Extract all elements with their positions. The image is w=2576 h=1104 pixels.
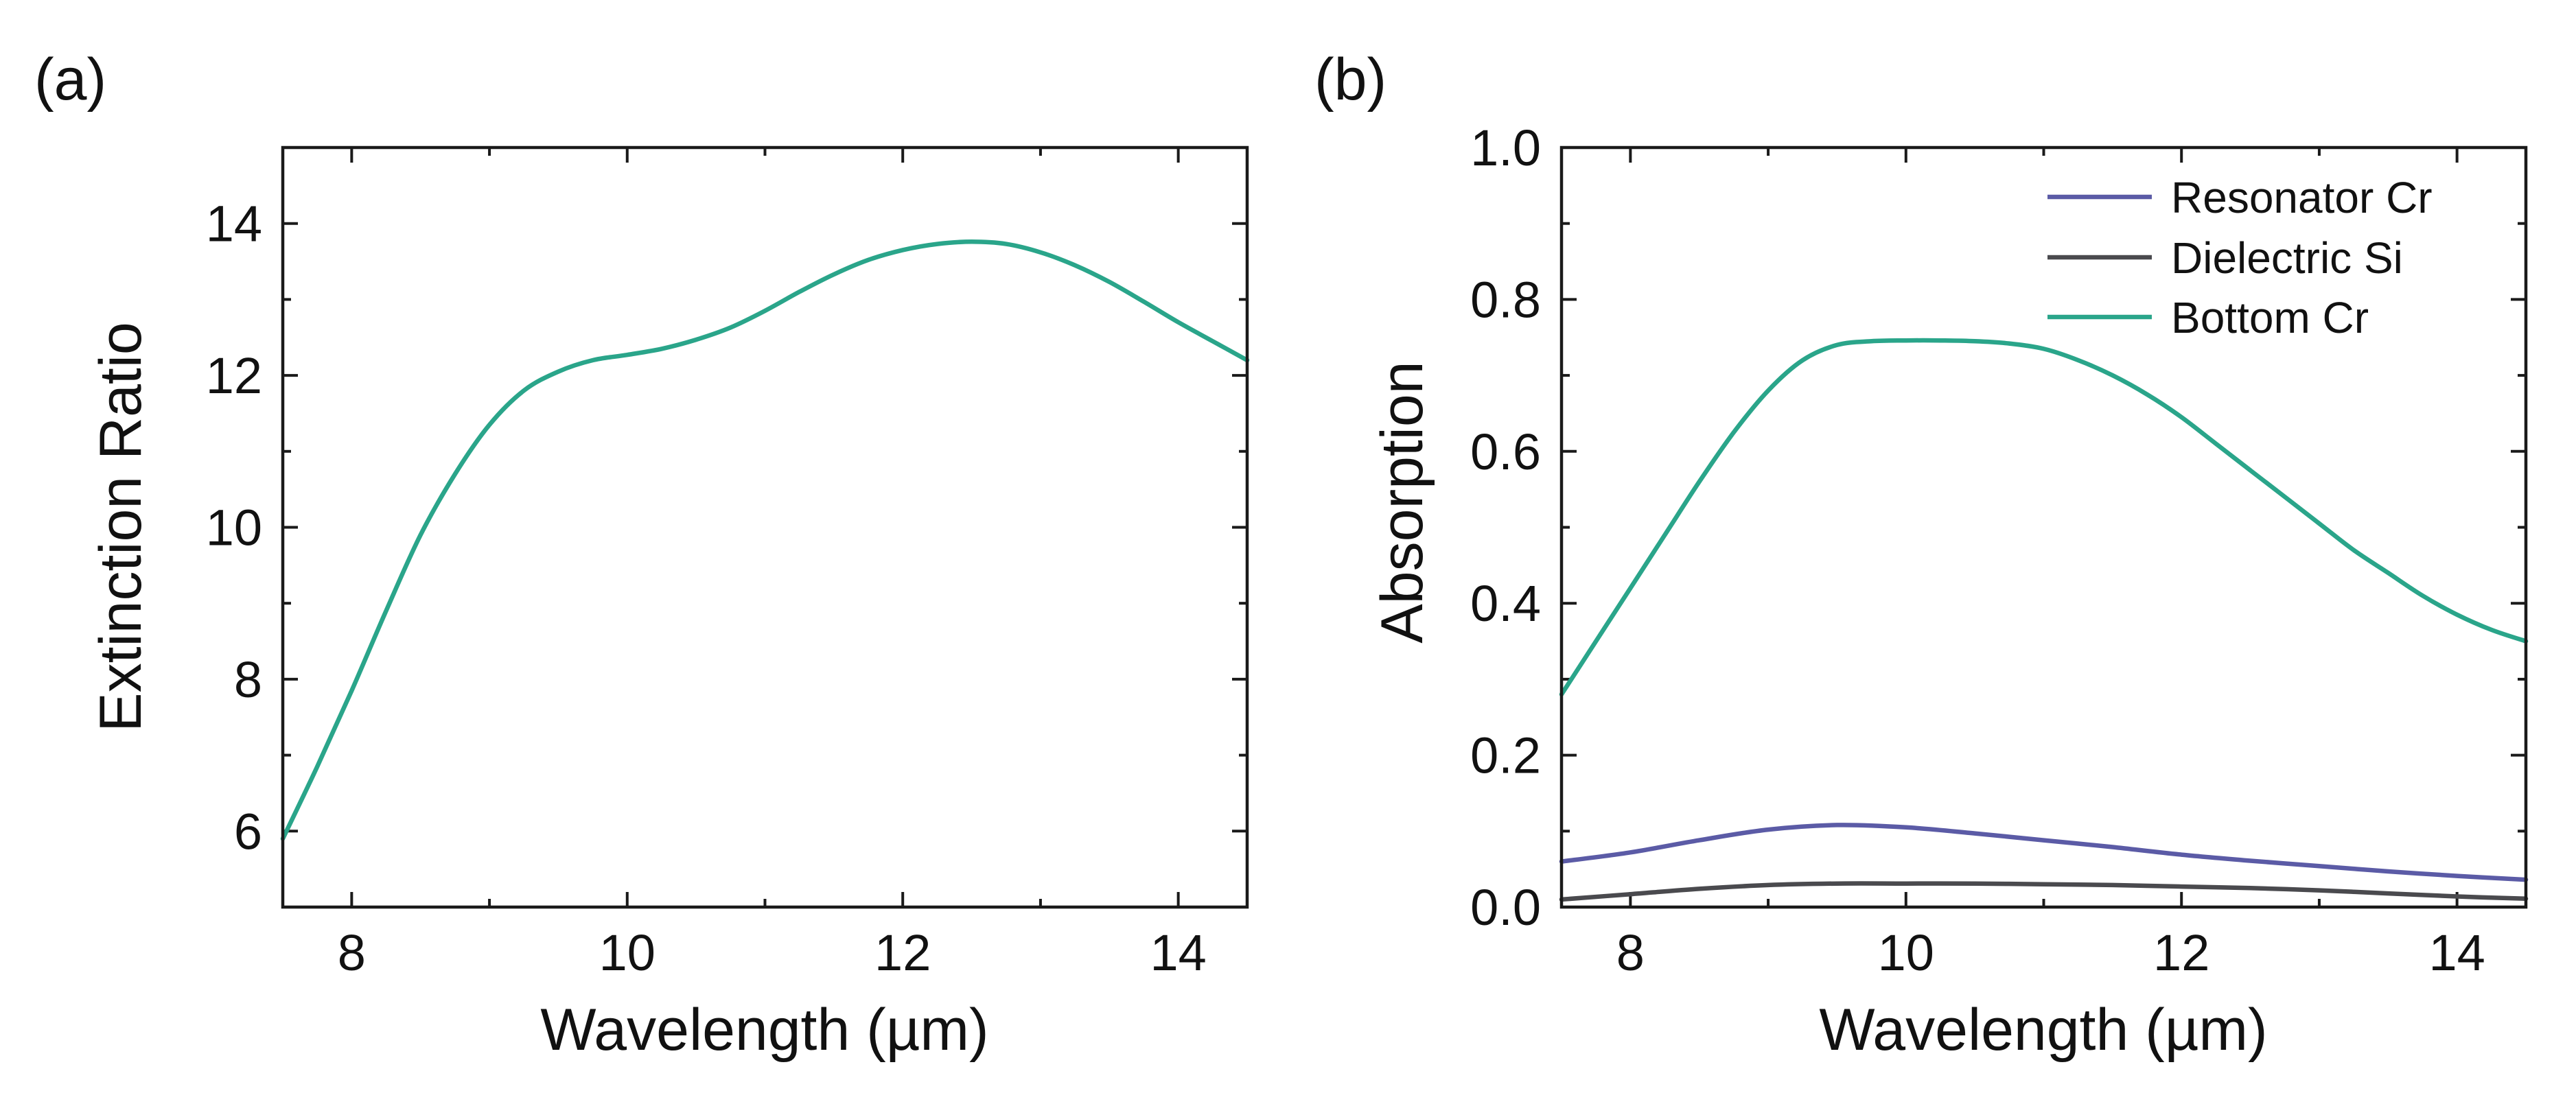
- panel-b-series-bottom-cr: [1559, 338, 2529, 697]
- legend-label-dielectric-si: Dielectric Si: [2171, 233, 2403, 283]
- panel-b-x-tick-label: 14: [2428, 924, 2485, 981]
- panel-a-tick-labels: 8 10 12 14 6 8 10 12 14: [206, 196, 1207, 981]
- panel-b-x-tick-label: 8: [1616, 924, 1645, 981]
- panel-a-plot-frame: [281, 145, 1249, 909]
- panel-a-y-tick-label: 8: [234, 651, 262, 708]
- panel-b-tick-labels: 8 10 12 14 0.0 0.2 0.4 0.6 0.8 1.0: [1470, 119, 2485, 981]
- panel-b-x-tick-label: 12: [2153, 924, 2209, 981]
- panel-a-label: (a): [34, 47, 106, 113]
- panel-a: (a) 8 10 12 14 6 8 10 12 14 Wavelength (µm) Exti…: [34, 47, 1250, 1063]
- panel-b-y-tick-label: 0.4: [1470, 575, 1541, 632]
- panel-b-legend: Resonator Cr Dielectric Si Bottom Cr: [2047, 173, 2433, 342]
- panel-b-label: (b): [1314, 47, 1386, 113]
- panel-a-x-axis-label: Wavelength (µm): [540, 997, 988, 1063]
- panel-b-y-tick-label: 1.0: [1470, 119, 1541, 176]
- panel-a-y-tick-label: 10: [206, 500, 262, 556]
- panel-a-ticks: [283, 146, 1247, 908]
- panel-a-x-tick-label: 8: [338, 924, 366, 981]
- panel-b-x-tick-label: 10: [1878, 924, 1934, 981]
- panel-a-y-tick-label: 14: [206, 196, 262, 252]
- panel-b-x-axis-label: Wavelength (µm): [1819, 997, 2267, 1063]
- panel-b-series: [1559, 338, 2529, 902]
- panel-a-y-tick-label: 12: [206, 347, 262, 404]
- panel-b-y-tick-label: 0.0: [1470, 879, 1541, 936]
- panel-a-series-extinction-ratio: [280, 239, 1250, 841]
- panel-a-x-tick-label: 10: [599, 924, 655, 981]
- legend-label-bottom-cr: Bottom Cr: [2171, 293, 2369, 342]
- panel-a-series: [280, 239, 1250, 841]
- panel-a-x-tick-label: 14: [1150, 924, 1206, 981]
- panel-b-y-tick-label: 0.6: [1470, 423, 1541, 480]
- panel-a-x-tick-label: 12: [874, 924, 931, 981]
- panel-b-plot-frame: [1559, 145, 2528, 909]
- legend-label-resonator-cr: Resonator Cr: [2171, 173, 2433, 222]
- panel-b-y-axis-label: Absorption: [1369, 361, 1435, 643]
- panel-b-y-tick-label: 0.8: [1470, 271, 1541, 328]
- panel-b-y-tick-label: 0.2: [1470, 727, 1541, 784]
- panel-b: (b) 8 10 12 14 0.0 0.2 0.4 0.6 0.8 1.0 Wavelength…: [1314, 47, 2529, 1063]
- panel-a-y-axis-label: Extinction Ratio: [88, 322, 154, 732]
- panel-a-y-tick-label: 6: [234, 803, 262, 860]
- panel-b-series-resonator-cr: [1559, 823, 2529, 882]
- panel-b-series-dielectric-si: [1559, 881, 2529, 902]
